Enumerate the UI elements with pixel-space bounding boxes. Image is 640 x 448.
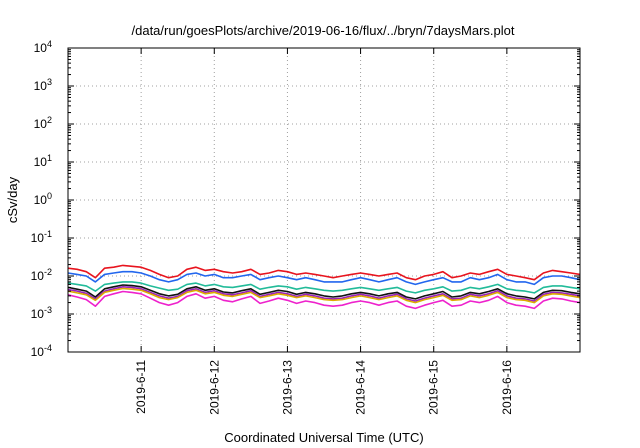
series-line-2	[67, 270, 581, 286]
x-tick-label: 2019-6-15	[427, 360, 441, 415]
x-tick-label: 2019-6-14	[354, 360, 368, 415]
x-tick-label: 2019-6-13	[280, 360, 294, 415]
grid	[68, 48, 580, 352]
y-tick-label: 104	[34, 39, 52, 55]
x-tick-label: 2019-6-12	[207, 360, 221, 415]
y-tick-label: 103	[34, 77, 52, 93]
y-tick-label: 10-1	[31, 229, 52, 245]
axis-ticks	[68, 47, 580, 353]
y-axis-label: cSv/day	[5, 176, 20, 223]
y-tick-label: 102	[34, 115, 52, 131]
series-line-4	[67, 284, 581, 300]
y-tick-label: 10-2	[31, 267, 52, 283]
series-line-1	[67, 264, 581, 281]
x-tick-label: 2019-6-11	[134, 360, 148, 414]
series-line-5	[67, 285, 581, 302]
y-tick-label: 10-3	[31, 305, 52, 321]
series-line-7	[67, 290, 581, 310]
chart-title: /data/run/goesPlots/archive/2019-06-16/f…	[132, 23, 515, 38]
series-group	[67, 264, 581, 310]
series-line-3	[67, 281, 581, 294]
x-tick-label: 2019-6-16	[500, 360, 514, 415]
y-tick-label: 100	[34, 191, 52, 207]
x-tick-labels: 2019-6-11 2019-6-12 2019-6-13 2019-6-14 2019…	[134, 360, 514, 415]
y-tick-label: 10-4	[31, 343, 52, 359]
y-tick-label: 101	[34, 153, 52, 169]
series-line-6	[67, 287, 581, 304]
y-tick-labels: 10-4 10-3 10-2 10-1 100 101 102 103 104	[31, 39, 52, 359]
x-axis-label: Coordinated Universal Time (UTC)	[224, 430, 423, 445]
